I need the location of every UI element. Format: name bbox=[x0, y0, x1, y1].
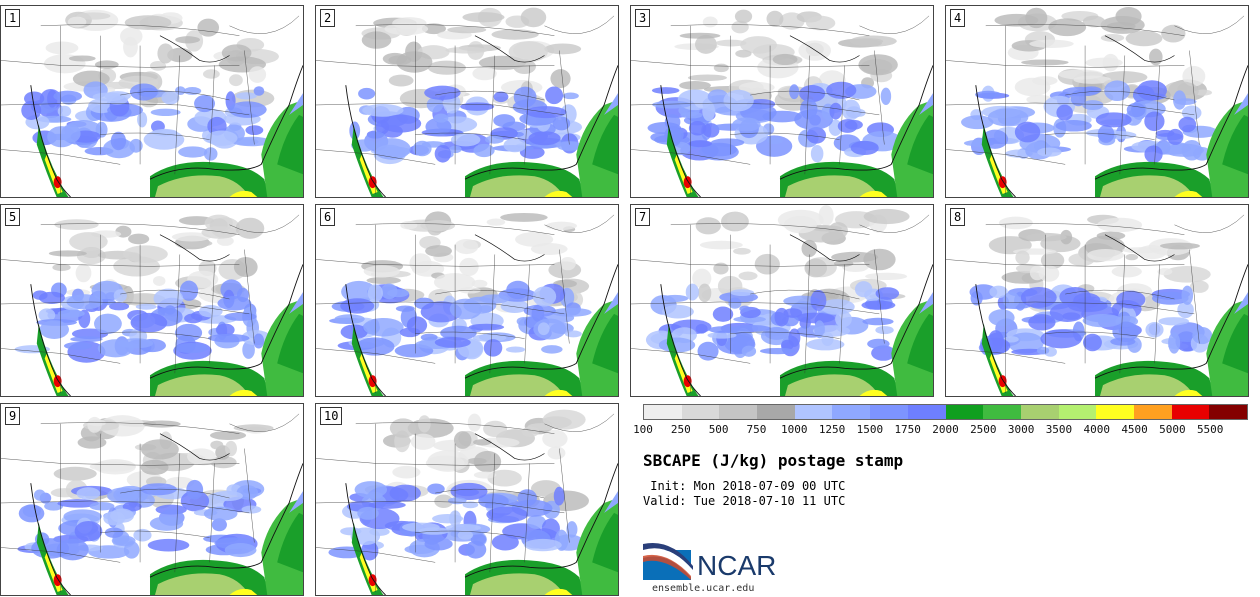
panel-label: 5 bbox=[5, 208, 21, 226]
colorbar-tick-label: 5500 bbox=[1196, 423, 1224, 436]
colorbar-swatch bbox=[983, 405, 1021, 419]
valid-time: Valid: Tue 2018-07-10 11 UTC bbox=[643, 494, 846, 508]
map-panel-5: 5 bbox=[0, 204, 304, 397]
cape-map bbox=[631, 9, 933, 197]
cape-map bbox=[946, 7, 1248, 197]
panel-label: 9 bbox=[5, 407, 21, 425]
colorbar-swatch bbox=[1058, 405, 1097, 419]
panel-label: 2 bbox=[320, 9, 336, 27]
colorbar-swatch bbox=[1096, 405, 1134, 419]
colorbar-swatch bbox=[907, 405, 946, 419]
map-panel-2: 2 bbox=[315, 5, 619, 198]
colorbar-tick-label: 250 bbox=[670, 423, 691, 436]
cape-map bbox=[1, 413, 303, 595]
map-panel-3: 3 bbox=[630, 5, 934, 198]
colorbar-swatch bbox=[1209, 405, 1247, 419]
cape-map bbox=[1, 9, 303, 197]
cape-map bbox=[316, 7, 618, 197]
colorbar-swatch bbox=[870, 405, 908, 419]
colorbar-swatch bbox=[719, 405, 758, 419]
cape-map bbox=[1, 214, 303, 396]
colorbar-swatch bbox=[794, 405, 833, 419]
colorbar-tick-label: 1500 bbox=[856, 423, 884, 436]
colorbar-swatch bbox=[832, 405, 871, 419]
colorbar-tick-label: 1250 bbox=[818, 423, 846, 436]
colorbar bbox=[643, 404, 1248, 420]
colorbar-tick-label: 500 bbox=[708, 423, 729, 436]
init-time: Init: Mon 2018-07-09 00 UTC bbox=[643, 479, 846, 493]
colorbar-tick-label: 100 bbox=[633, 423, 653, 436]
colorbar-tick-label: 4500 bbox=[1121, 423, 1148, 436]
colorbar-swatch bbox=[1171, 405, 1210, 419]
map-panel-8: 8 bbox=[945, 204, 1249, 397]
colorbar-swatch bbox=[681, 405, 720, 419]
map-panel-9: 9 bbox=[0, 403, 304, 596]
colorbar-tick-label: 1750 bbox=[894, 423, 921, 436]
logo-wordmark: NCAR bbox=[697, 550, 777, 581]
colorbar-swatch bbox=[1020, 405, 1059, 419]
colorbar-tick-label: 3000 bbox=[1007, 423, 1035, 436]
cape-map bbox=[631, 205, 933, 396]
logo-url: ensemble.ucar.edu bbox=[652, 583, 755, 594]
panel-label: 7 bbox=[635, 208, 651, 226]
panel-label: 1 bbox=[5, 9, 21, 27]
cape-map bbox=[316, 409, 618, 595]
map-panel-4: 4 bbox=[945, 5, 1249, 198]
colorbar-tick-label: 5000 bbox=[1159, 423, 1186, 436]
cape-map bbox=[946, 214, 1248, 396]
colorbar-tick-label: 750 bbox=[746, 423, 767, 436]
map-panel-7: 7 bbox=[630, 204, 934, 397]
colorbar-ticks: 100 250 500 750 1000 1250 1500 1750 2000 2500 3000… bbox=[633, 423, 1253, 439]
panel-label: 3 bbox=[635, 9, 651, 27]
cape-map bbox=[316, 211, 618, 396]
colorbar-tick-label: 1000 bbox=[781, 423, 808, 436]
colorbar-tick-label: 3500 bbox=[1045, 423, 1073, 436]
colorbar-tick-label: 2000 bbox=[932, 423, 959, 436]
colorbar-tick-label: 2500 bbox=[970, 423, 997, 436]
colorbar-swatch bbox=[945, 405, 984, 419]
map-panel-6: 6 bbox=[315, 204, 619, 397]
panel-label: 6 bbox=[320, 208, 336, 226]
colorbar-swatch bbox=[644, 405, 682, 419]
panel-label: 4 bbox=[950, 9, 966, 27]
map-panel-10: 10 bbox=[315, 403, 619, 596]
chart-title: SBCAPE (J/kg) postage stamp bbox=[643, 451, 904, 470]
map-panel-1: 1 bbox=[0, 5, 304, 198]
colorbar-tick-label: 4000 bbox=[1083, 423, 1111, 436]
ncar-logo-icon bbox=[643, 542, 693, 580]
colorbar-swatch bbox=[1133, 405, 1172, 419]
colorbar-swatch bbox=[757, 405, 795, 419]
panel-label: 10 bbox=[320, 407, 343, 425]
panel-label: 8 bbox=[950, 208, 966, 226]
